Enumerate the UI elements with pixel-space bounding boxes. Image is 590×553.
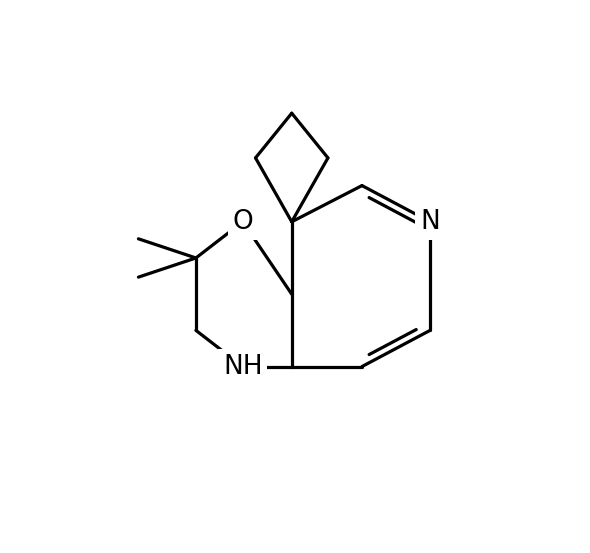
Text: N: N xyxy=(420,209,440,235)
Text: NH: NH xyxy=(223,353,263,379)
Text: O: O xyxy=(232,209,253,235)
